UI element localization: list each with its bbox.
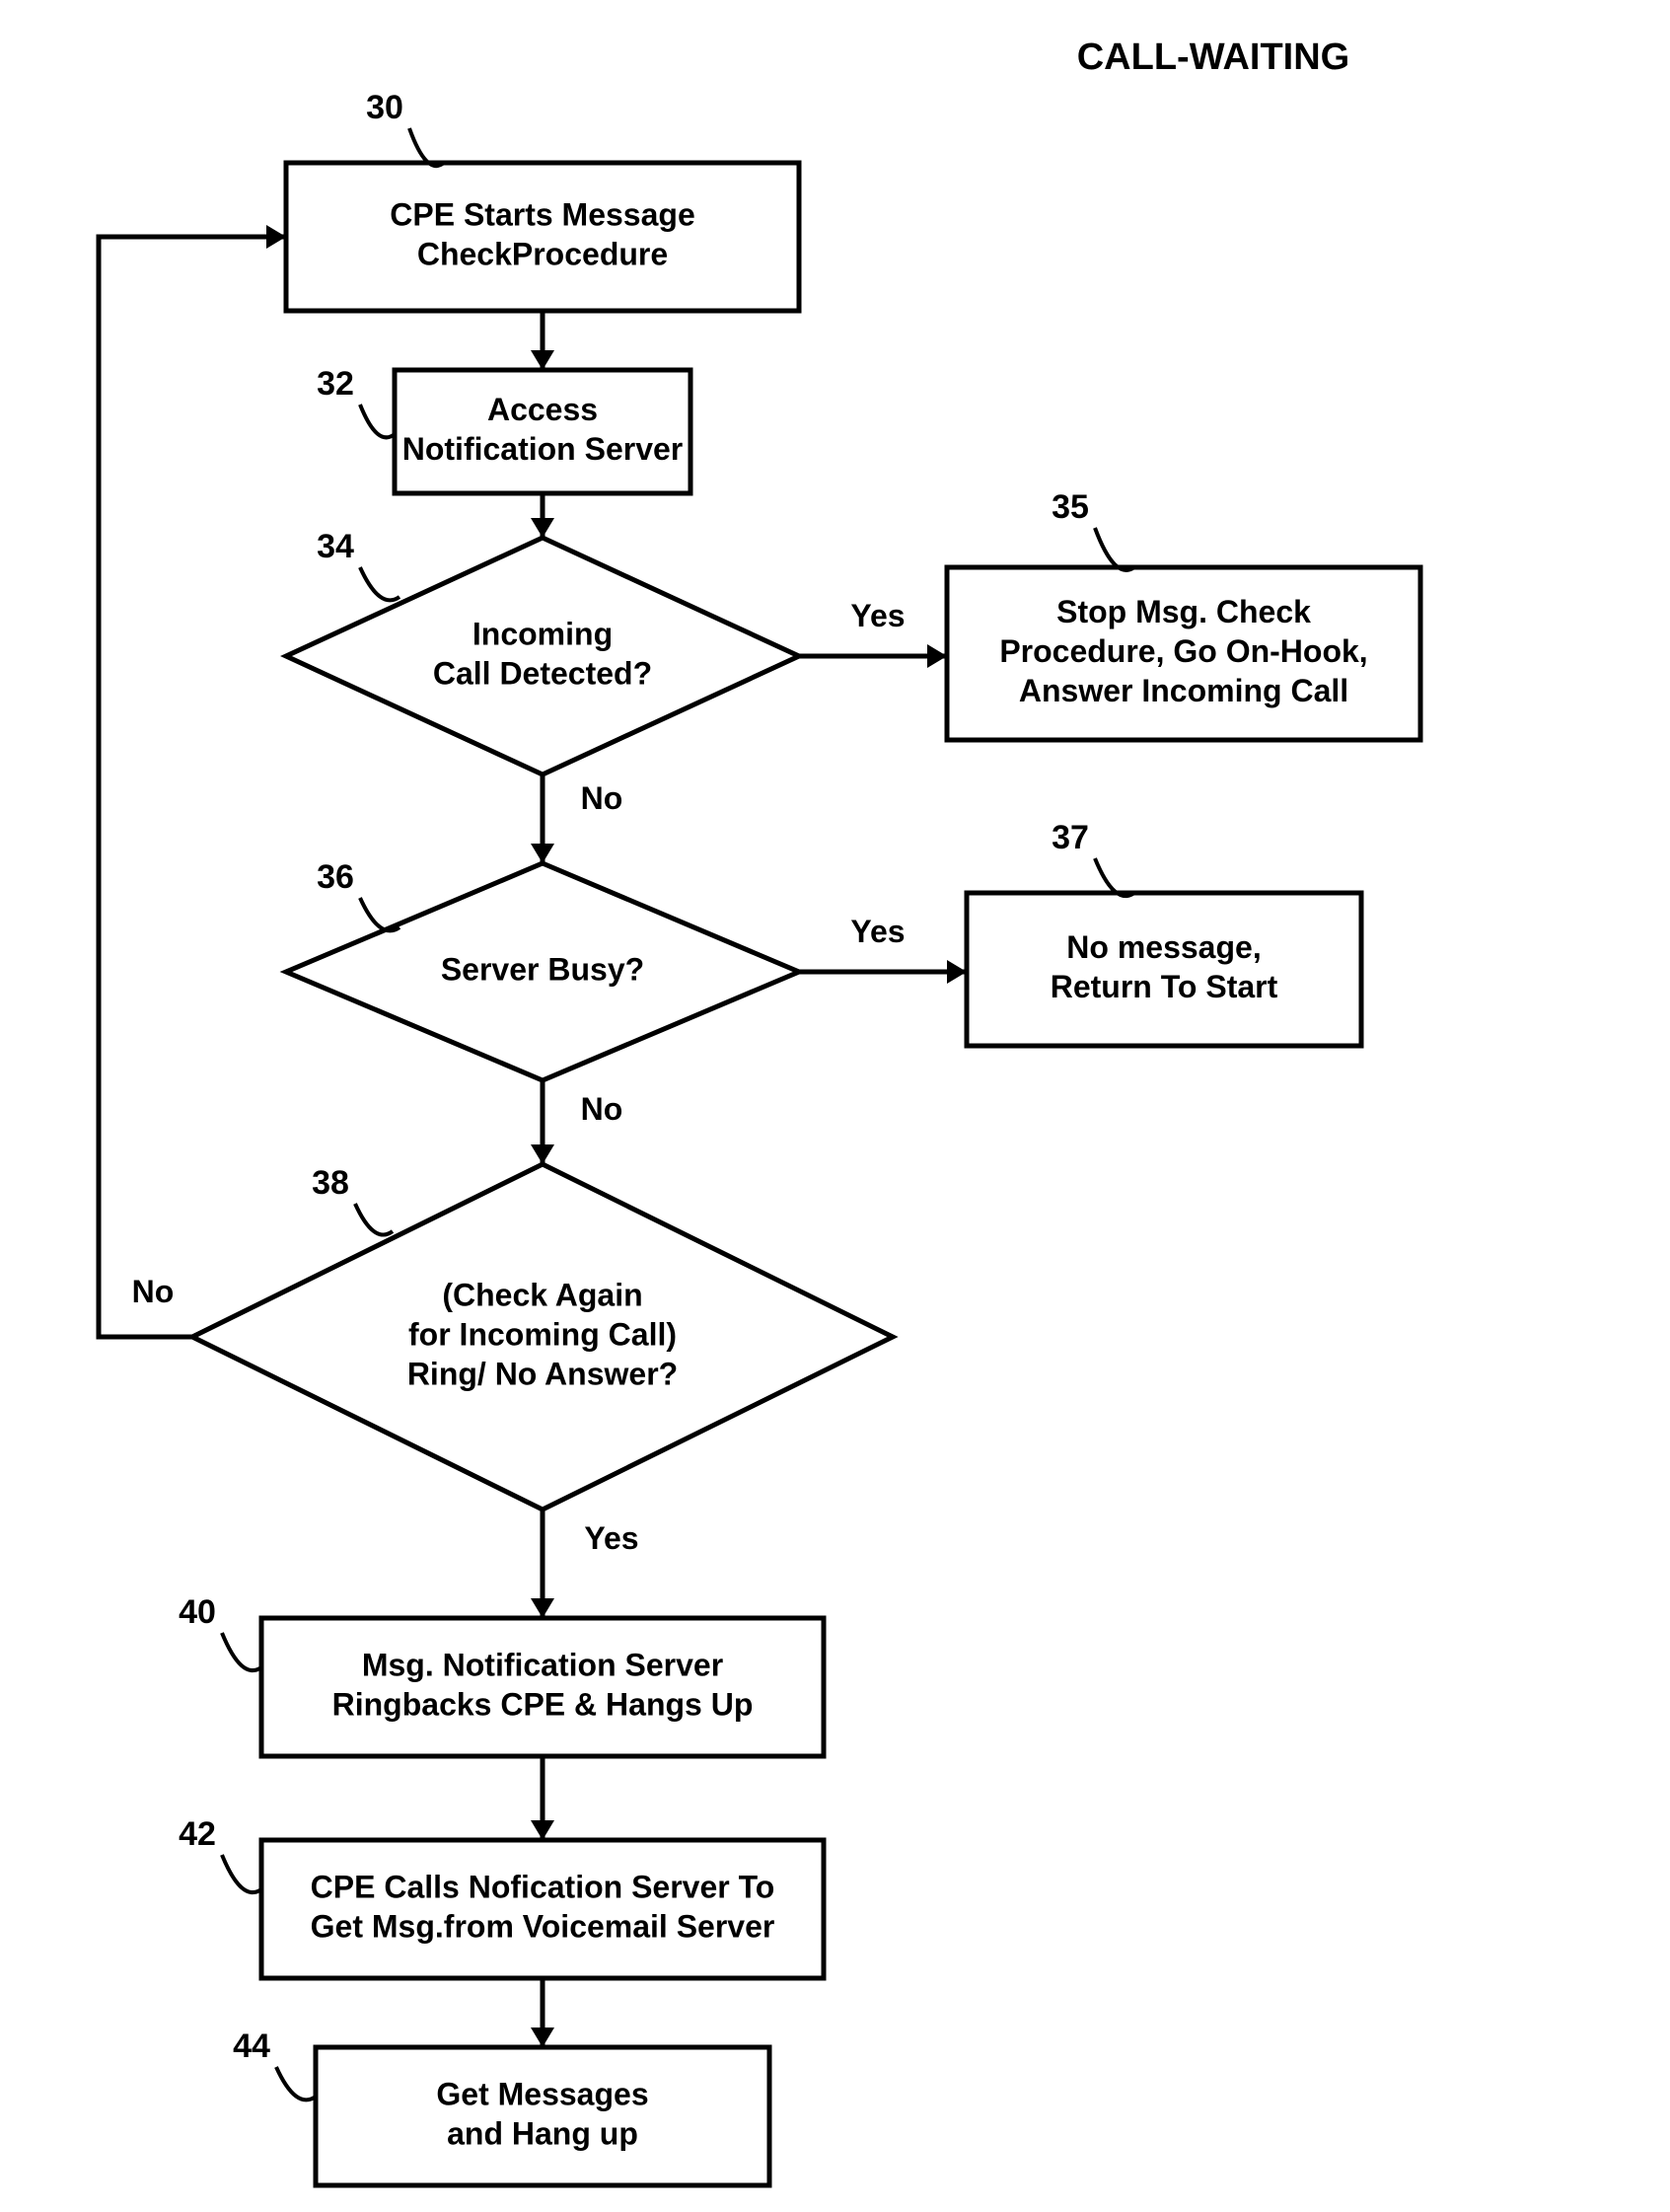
ref-leader xyxy=(360,567,399,600)
ref-number: 40 xyxy=(179,1593,216,1631)
ref-number: 35 xyxy=(1052,488,1089,526)
arrowhead xyxy=(531,350,554,370)
ref-leader xyxy=(409,128,444,166)
node-n40: Msg. Notification Server Ringbacks CPE & … xyxy=(261,1618,824,1756)
node-n44: Get Messages and Hang up xyxy=(316,2047,769,2185)
ref-number: 38 xyxy=(312,1164,349,1202)
node-n30: CPE Starts Message CheckProcedure xyxy=(286,163,799,311)
node-text: Ring/ No Answer? xyxy=(407,1356,678,1391)
node-text: No message, xyxy=(1066,929,1261,965)
ref-leader xyxy=(276,2067,316,2100)
ref-leader xyxy=(1095,858,1134,896)
node-text: CPE Starts Message xyxy=(390,196,694,232)
page-title: CALL-WAITING xyxy=(1077,37,1350,78)
node-text: Notification Server xyxy=(402,431,684,467)
arrowhead xyxy=(531,1144,554,1164)
ref-leader xyxy=(1095,528,1134,570)
node-text: Ringbacks CPE & Hangs Up xyxy=(332,1686,754,1722)
ref-number: 34 xyxy=(317,528,354,565)
arrowhead xyxy=(927,644,947,668)
node-text: Access xyxy=(487,392,598,427)
edge-label: Yes xyxy=(850,914,905,949)
ref-number: 30 xyxy=(366,89,403,126)
ref-number: 32 xyxy=(317,365,354,403)
arrowhead xyxy=(531,1598,554,1618)
ref-leader xyxy=(355,1204,393,1235)
node-text: Server Busy? xyxy=(441,951,644,987)
ref-number: 42 xyxy=(179,1815,216,1853)
arrowhead xyxy=(531,1820,554,1840)
ref-number: 37 xyxy=(1052,819,1089,856)
arrowhead xyxy=(947,960,967,984)
node-n42: CPE Calls Nofication Server To Get Msg.fr… xyxy=(261,1840,824,1978)
node-text: CPE Calls Nofication Server To xyxy=(311,1869,775,1904)
edge-label: Yes xyxy=(850,598,905,633)
node-text: CheckProcedure xyxy=(417,236,668,271)
node-n37: No message, Return To Start xyxy=(967,893,1361,1046)
node-text: Msg. Notification Server xyxy=(362,1647,723,1682)
arrowhead xyxy=(531,2028,554,2047)
node-text: Call Detected? xyxy=(433,655,652,691)
node-text: Get Messages xyxy=(436,2076,648,2111)
node-text: Procedure, Go On-Hook, xyxy=(999,633,1367,669)
node-text: Answer Incoming Call xyxy=(1019,673,1348,708)
edge-label: No xyxy=(132,1274,175,1309)
node-text: Return To Start xyxy=(1051,969,1278,1004)
node-text: Get Msg.from Voicemail Server xyxy=(311,1908,775,1944)
node-n32: Access Notification Server xyxy=(395,370,690,493)
node-n38: (Check Again for Incoming Call) Ring/ No A… xyxy=(192,1164,893,1510)
node-text: for Incoming Call) xyxy=(408,1316,677,1352)
node-n35: Stop Msg. Check Procedure, Go On-Hook, Ans… xyxy=(947,567,1420,740)
node-text: Incoming xyxy=(472,616,613,651)
arrowhead xyxy=(266,225,286,249)
arrowhead xyxy=(531,844,554,863)
node-text: and Hang up xyxy=(447,2115,638,2151)
flowchart-canvas: CALL-WAITING Yes No Yes No No Yes CPE Starts Me… xyxy=(0,0,1670,2212)
ref-number: 36 xyxy=(317,858,354,896)
node-text: Stop Msg. Check xyxy=(1056,594,1311,629)
ref-leader xyxy=(222,1855,261,1892)
node-n36: Server Busy? xyxy=(286,863,799,1080)
edge xyxy=(99,237,286,1337)
ref-leader xyxy=(222,1633,261,1670)
edge-label: Yes xyxy=(584,1520,638,1556)
ref-number: 44 xyxy=(233,2028,270,2065)
arrowhead xyxy=(531,518,554,538)
edge-label: No xyxy=(581,780,623,816)
edge-label: No xyxy=(581,1091,623,1127)
node-text: (Check Again xyxy=(442,1277,642,1312)
ref-leader xyxy=(360,405,395,437)
